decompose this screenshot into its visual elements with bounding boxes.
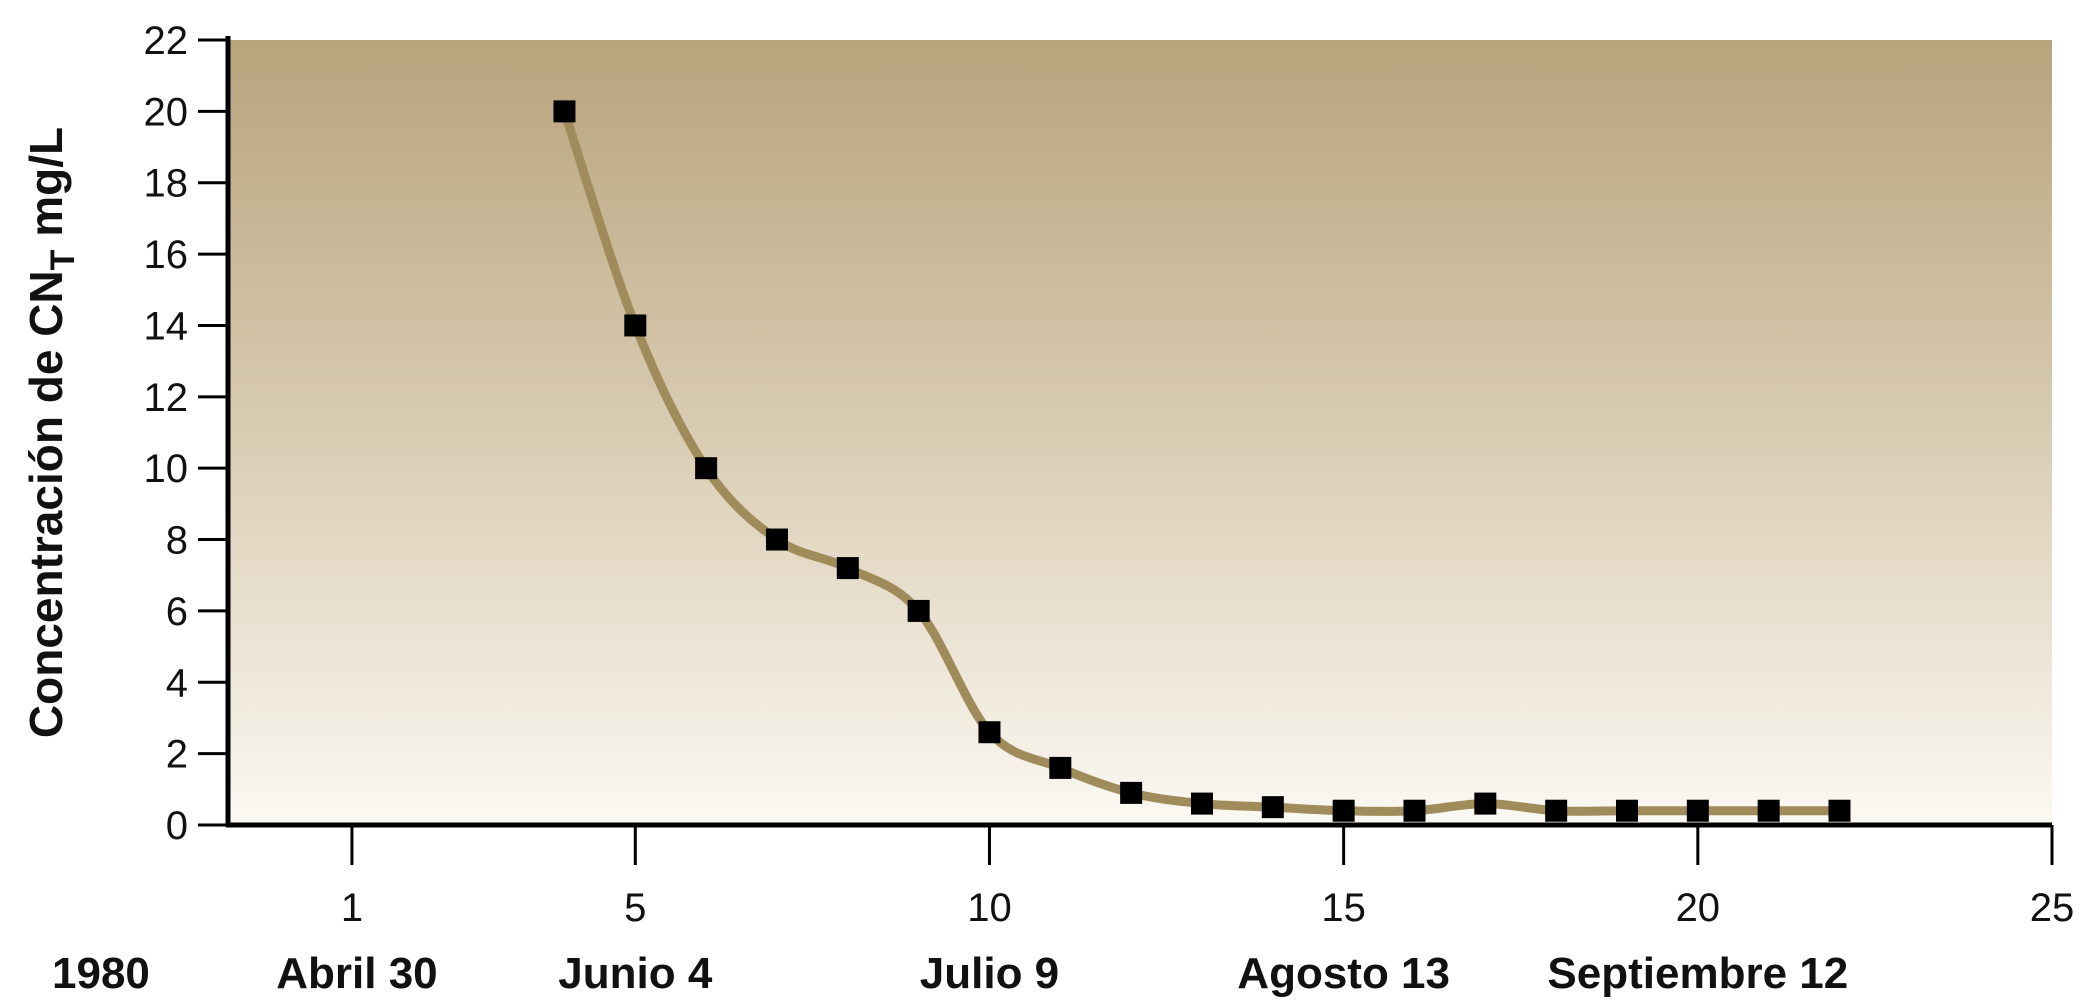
data-point: [1190, 792, 1213, 815]
data-point: [1261, 796, 1284, 819]
date-label: Septiembre 12: [1547, 949, 1848, 998]
data-series: [553, 100, 1851, 822]
date-label: Agosto 13: [1237, 949, 1450, 998]
data-point: [1474, 792, 1497, 815]
data-point: [553, 100, 576, 123]
axis-labels: 1980 Abril 30 Junio 4 Julio 9 Agosto 13 Septi…: [52, 949, 1848, 998]
y-axis-label-unit: mg/L: [20, 127, 72, 250]
date-label: Julio 9: [920, 949, 1059, 998]
plot-background: [228, 40, 2052, 825]
x-tick-label: 10: [967, 886, 1012, 930]
y-tick-label: 8: [166, 519, 188, 563]
data-point: [1332, 799, 1355, 822]
y-tick-label: 22: [144, 19, 189, 63]
y-axis-label-main: Concentración de CN: [20, 270, 72, 738]
y-tick-label: 12: [144, 376, 189, 420]
data-point: [624, 314, 647, 337]
data-point: [1120, 781, 1143, 804]
data-point: [765, 528, 788, 551]
y-tick-label: 6: [166, 590, 188, 634]
data-point: [907, 599, 930, 622]
date-label: Junio 4: [558, 949, 713, 998]
date-label: Abril 30: [276, 949, 437, 998]
data-point: [1757, 799, 1780, 822]
x-tick-label: 25: [2030, 886, 2075, 930]
y-tick-label: 10: [144, 447, 189, 491]
y-tick-label: 18: [144, 162, 189, 206]
data-point: [1403, 799, 1426, 822]
x-tick-label: 5: [624, 886, 646, 930]
y-tick-label: 16: [144, 233, 189, 277]
y-tick-label: 20: [144, 90, 189, 134]
x-tick-label: 20: [1676, 886, 1721, 930]
data-point: [1686, 799, 1709, 822]
x-tick-label: 1: [341, 886, 363, 930]
data-point: [695, 457, 718, 480]
data-point: [1615, 799, 1638, 822]
y-axis-label: Concentración de CNT mg/L: [20, 127, 82, 738]
x-tick-label: 15: [1321, 886, 1366, 930]
data-point: [1828, 799, 1851, 822]
y-axis-label-subscript: T: [44, 249, 82, 270]
data-point: [978, 721, 1001, 744]
y-tick-label: 4: [166, 661, 188, 705]
y-tick-label: 2: [166, 733, 188, 777]
data-point: [1049, 756, 1072, 779]
data-point: [836, 557, 859, 580]
y-tick-label: 14: [144, 304, 189, 348]
y-tick-label: 0: [166, 804, 188, 848]
year-label: 1980: [52, 949, 150, 998]
data-point: [1545, 799, 1568, 822]
